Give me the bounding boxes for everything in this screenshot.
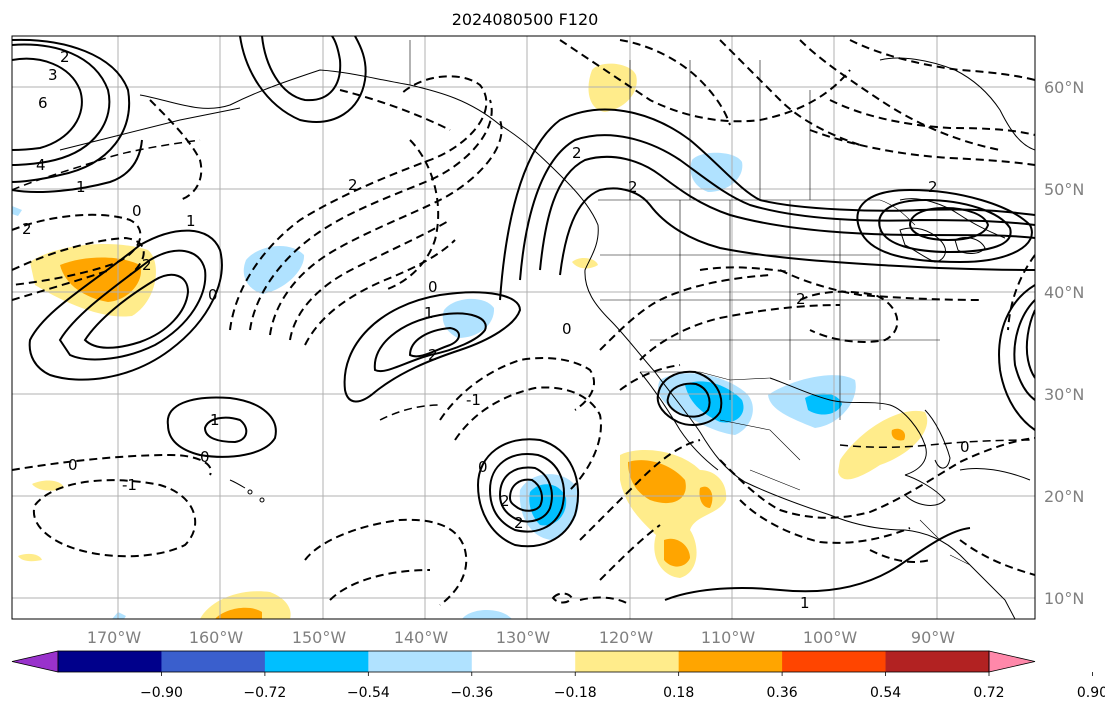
strong-positive-anomaly-small bbox=[699, 486, 713, 508]
contour-label: 2 bbox=[348, 176, 358, 194]
latitude-labels: 60°N 50°N 40°N 30°N 20°N 10°N bbox=[1044, 78, 1084, 608]
contour-label: 1 bbox=[210, 411, 220, 429]
contour-label: 2 bbox=[628, 178, 638, 196]
colorbar-frame bbox=[57, 650, 990, 673]
lon-tick-label: 120°W bbox=[599, 628, 654, 647]
lon-tick-label: 140°W bbox=[394, 628, 449, 647]
lon-tick-label: 110°W bbox=[701, 628, 756, 647]
dashed-contours bbox=[12, 39, 1035, 606]
colorbar-tick-label: 0.90 bbox=[1077, 685, 1105, 701]
colorbar-extend-min bbox=[11, 650, 59, 673]
coastlines bbox=[59, 57, 1035, 619]
colorbar-tick-label: −0.36 bbox=[450, 685, 493, 701]
contour-label: 6 bbox=[38, 94, 48, 112]
shaded-anomalies bbox=[12, 63, 928, 619]
colorbar-tick-label: −0.90 bbox=[140, 685, 183, 701]
negative-anomaly-central-pacific bbox=[442, 298, 495, 338]
strong-positive-anomaly-gulf bbox=[891, 428, 906, 441]
strong-positive-anomaly-south bbox=[215, 607, 262, 619]
lat-tick-label: 60°N bbox=[1044, 78, 1084, 97]
lon-tick-label: 160°W bbox=[189, 628, 244, 647]
colorbar-cell bbox=[575, 651, 680, 672]
colorbar-cell bbox=[161, 651, 266, 672]
colorbar-cell bbox=[264, 651, 369, 672]
colorbar: −0.90 −0.72 −0.54 −0.36 −0.18 0.18 0.36 0.54 0.7… bbox=[11, 650, 1105, 701]
longitude-labels: 170°W 160°W 150°W 140°W 130°W 120°W 110°… bbox=[87, 628, 955, 647]
contour-label: 2 bbox=[428, 346, 438, 364]
positive-anomaly-alaska-gulf bbox=[588, 63, 637, 112]
contour-label: 1 bbox=[800, 594, 810, 612]
colorbar-cell bbox=[58, 651, 162, 672]
zero-contours bbox=[12, 139, 1035, 448]
contour-label: 0 bbox=[68, 456, 78, 474]
positive-anomaly-small-west bbox=[32, 480, 64, 491]
lat-tick-label: 40°N bbox=[1044, 283, 1084, 302]
contour-label: 2 bbox=[928, 178, 938, 196]
contour-label: 3 bbox=[48, 66, 58, 84]
strong-positive-anomaly-mexico bbox=[664, 538, 690, 567]
positive-anomaly-oregon-coast bbox=[572, 258, 598, 269]
contour-label: 2 bbox=[142, 256, 152, 274]
lat-tick-label: 30°N bbox=[1044, 385, 1084, 404]
colorbar-cell bbox=[678, 651, 783, 672]
contour-label: 2 bbox=[796, 290, 806, 308]
strong-negative-anomaly-southwest-us bbox=[685, 381, 744, 423]
contour-label: 0 bbox=[562, 320, 572, 338]
contour-label-group: 3 6 4 1 2 2 0 2 0 1 2 0 2 -1 1 0 -1 0 0 … bbox=[22, 48, 970, 612]
contour-label: 0 bbox=[960, 438, 970, 456]
contour-label: 4 bbox=[36, 156, 46, 174]
contour-label: 0 bbox=[132, 202, 142, 220]
contour-label: 2 bbox=[500, 492, 510, 510]
contour-label: -1 bbox=[466, 391, 481, 409]
negative-anomaly-south bbox=[462, 609, 512, 619]
negative-anomaly-alberta bbox=[690, 152, 743, 192]
map-title: 2024080500 F120 bbox=[451, 10, 599, 29]
colorbar-tick-label: 0.36 bbox=[767, 685, 798, 701]
contour-label: 0 bbox=[208, 286, 218, 304]
positive-anomaly-gulf-of-mexico bbox=[838, 410, 928, 480]
lon-tick-label: 150°W bbox=[292, 628, 347, 647]
contour-label: 1 bbox=[186, 212, 196, 230]
lat-tick-label: 10°N bbox=[1044, 589, 1084, 608]
colorbar-tick-label: 0.18 bbox=[663, 685, 694, 701]
plot-frame bbox=[11, 35, 1036, 620]
lat-tick-label: 20°N bbox=[1044, 487, 1084, 506]
lon-tick-label: 130°W bbox=[496, 628, 551, 647]
negative-anomaly-south-small bbox=[112, 612, 126, 619]
lon-tick-label: 90°W bbox=[911, 628, 955, 647]
positive-anomaly-small-southwest bbox=[18, 553, 42, 562]
negative-anomaly-west-edge bbox=[12, 206, 22, 216]
gridlines bbox=[12, 36, 1035, 619]
strong-positive-anomaly-baja bbox=[628, 460, 686, 504]
political-borders bbox=[409, 40, 971, 566]
contour-label: -1 bbox=[122, 476, 137, 494]
contour-label: 2 bbox=[514, 514, 524, 532]
contour-label: 1 bbox=[424, 304, 434, 322]
strong-negative-anomaly-texas bbox=[805, 393, 842, 415]
lat-tick-label: 50°N bbox=[1044, 180, 1084, 199]
colorbar-tick-label: 0.54 bbox=[870, 685, 901, 701]
lon-tick-label: 100°W bbox=[803, 628, 858, 647]
colorbar-extend-max bbox=[988, 650, 1036, 673]
contour-label: 0 bbox=[428, 278, 438, 296]
contour-label: 2 bbox=[572, 144, 582, 162]
contour-label: 2 bbox=[60, 48, 70, 66]
colorbar-cell bbox=[368, 651, 473, 672]
colorbar-tick-label: −0.54 bbox=[347, 685, 390, 701]
colorbar-cell bbox=[782, 651, 887, 672]
strong-negative-anomaly-subtropical-low bbox=[529, 484, 567, 526]
contour-label: 0 bbox=[478, 458, 488, 476]
contour-label: 1 bbox=[76, 178, 86, 196]
colorbar-cell bbox=[471, 651, 576, 672]
contour-label: 0 bbox=[200, 448, 210, 466]
colorbar-cell bbox=[885, 651, 990, 672]
colorbar-tick-label: −0.72 bbox=[243, 685, 286, 701]
colorbar-tick-label: −0.18 bbox=[554, 685, 597, 701]
colorbar-tick-label: 0.72 bbox=[973, 685, 1004, 701]
lon-tick-label: 170°W bbox=[87, 628, 142, 647]
solid-contours bbox=[12, 36, 1035, 601]
contour-label: 2 bbox=[22, 220, 32, 238]
